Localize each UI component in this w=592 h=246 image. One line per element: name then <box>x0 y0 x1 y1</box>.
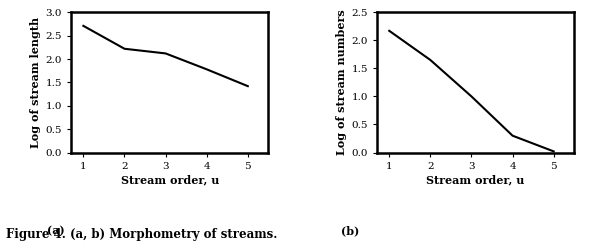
Text: (a): (a) <box>47 225 65 236</box>
Text: (b): (b) <box>342 225 359 236</box>
X-axis label: Stream order, u: Stream order, u <box>426 175 525 186</box>
Text: Figure 4. (a, b) Morphometry of streams.: Figure 4. (a, b) Morphometry of streams. <box>6 228 277 241</box>
Y-axis label: Log of stream numbers: Log of stream numbers <box>336 10 348 155</box>
Y-axis label: Log of stream length: Log of stream length <box>30 17 41 148</box>
X-axis label: Stream order, u: Stream order, u <box>121 175 219 186</box>
